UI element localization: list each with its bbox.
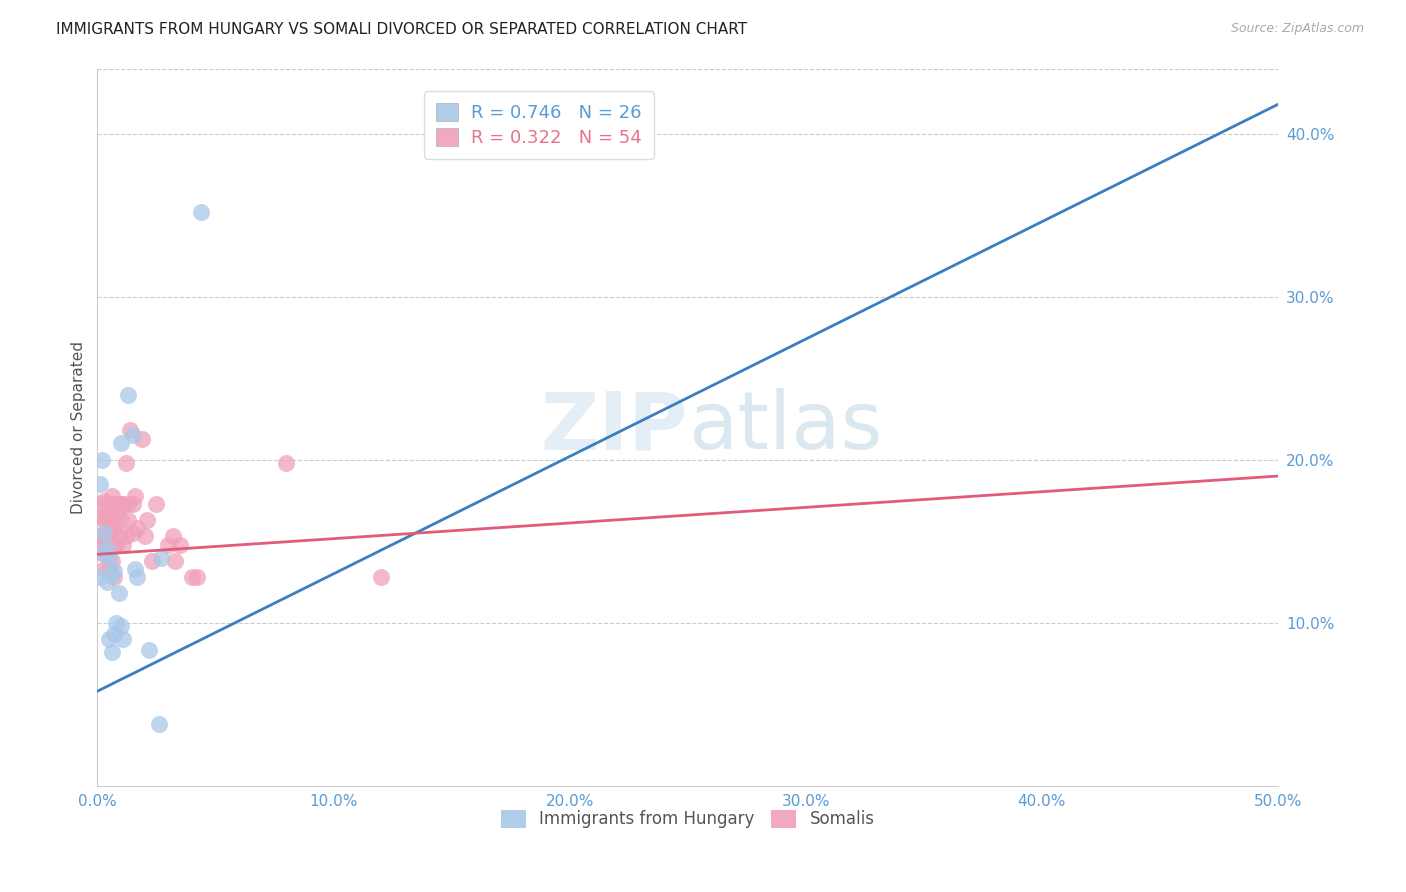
Point <box>100 537 122 551</box>
Point <box>124 562 146 576</box>
Point <box>100 489 122 503</box>
Point <box>162 529 184 543</box>
Point <box>103 570 125 584</box>
Point <box>103 564 125 578</box>
Text: ZIP: ZIP <box>540 388 688 467</box>
Text: atlas: atlas <box>688 388 882 467</box>
Point <box>107 497 129 511</box>
Point <box>93 513 115 527</box>
Point <box>148 716 170 731</box>
Point <box>117 387 139 401</box>
Point <box>131 432 153 446</box>
Point <box>165 554 187 568</box>
Point <box>105 537 128 551</box>
Point <box>89 529 111 543</box>
Point <box>105 615 128 630</box>
Point <box>117 513 139 527</box>
Point <box>98 550 121 565</box>
Point <box>98 513 121 527</box>
Text: Source: ZipAtlas.com: Source: ZipAtlas.com <box>1230 22 1364 36</box>
Point <box>150 550 173 565</box>
Point <box>110 497 132 511</box>
Point <box>145 497 167 511</box>
Point <box>100 566 122 581</box>
Point <box>180 570 202 584</box>
Point <box>112 497 135 511</box>
Point <box>107 529 129 543</box>
Text: IMMIGRANTS FROM HUNGARY VS SOMALI DIVORCED OR SEPARATED CORRELATION CHART: IMMIGRANTS FROM HUNGARY VS SOMALI DIVORC… <box>56 22 748 37</box>
Point <box>100 513 122 527</box>
Point <box>110 436 132 450</box>
Point <box>93 546 115 560</box>
Legend: Immigrants from Hungary, Somalis: Immigrants from Hungary, Somalis <box>494 803 882 835</box>
Point <box>110 619 132 633</box>
Point <box>121 526 143 541</box>
Point <box>103 627 125 641</box>
Point <box>103 521 125 535</box>
Point <box>91 546 114 560</box>
Point <box>96 505 118 519</box>
Point <box>114 456 136 470</box>
Point <box>114 529 136 543</box>
Point <box>120 424 142 438</box>
Point <box>117 497 139 511</box>
Point <box>103 537 125 551</box>
Point <box>96 574 118 589</box>
Point <box>112 632 135 646</box>
Point <box>110 513 132 527</box>
Point <box>134 529 156 543</box>
Point <box>98 632 121 646</box>
Point <box>93 493 115 508</box>
Point <box>157 537 180 551</box>
Point <box>93 562 115 576</box>
Point <box>89 477 111 491</box>
Point <box>100 554 122 568</box>
Point <box>100 645 122 659</box>
Point <box>107 586 129 600</box>
Point <box>136 513 159 527</box>
Point <box>96 542 118 557</box>
Point <box>127 521 149 535</box>
Point <box>89 497 111 511</box>
Point <box>96 529 118 543</box>
Point <box>186 570 208 584</box>
Point <box>370 570 392 584</box>
Point <box>121 428 143 442</box>
Point <box>98 523 121 537</box>
Y-axis label: Divorced or Separated: Divorced or Separated <box>72 341 86 514</box>
Point <box>91 452 114 467</box>
Point <box>103 497 125 511</box>
Point <box>89 570 111 584</box>
Point <box>93 534 115 549</box>
Point <box>276 456 298 470</box>
Point <box>124 489 146 503</box>
Point <box>121 497 143 511</box>
Point <box>96 542 118 557</box>
Point <box>91 529 114 543</box>
Point <box>98 497 121 511</box>
Point <box>112 537 135 551</box>
Point <box>93 526 115 541</box>
Point <box>105 505 128 519</box>
Point <box>190 205 212 219</box>
Point <box>141 554 163 568</box>
Point <box>127 570 149 584</box>
Point <box>138 643 160 657</box>
Point <box>98 562 121 576</box>
Point <box>169 537 191 551</box>
Point <box>91 509 114 524</box>
